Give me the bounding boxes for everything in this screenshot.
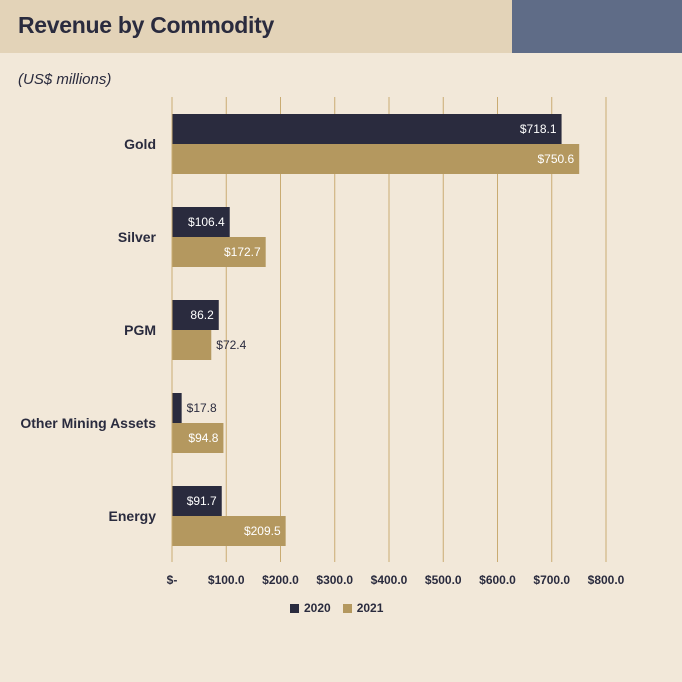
bar-2021-other-mining-assets [172,423,224,453]
x-tick-label: $- [167,573,178,587]
legend-item-2021: 2021 [342,601,384,615]
data-label: $209.5 [244,524,281,538]
bar-2020-energy [172,486,222,516]
legend-swatch-2020 [290,603,299,613]
category-label: Silver [118,229,157,245]
x-tick-label: $500.0 [425,573,462,587]
data-label: $172.7 [224,245,261,259]
bar-2021-gold [172,144,580,174]
title-accent-block [512,0,682,53]
chart-title: Revenue by Commodity [18,12,274,38]
x-tick-label: $800.0 [588,573,625,587]
category-label: PGM [124,322,156,338]
chart-subtitle: (US$ millions) [18,71,112,88]
data-label: $91.7 [187,494,217,508]
category-label: Other Mining Assets [20,415,156,431]
bar-2020-pgm [172,300,219,330]
x-tick-label: $100.0 [208,573,245,587]
title-band [0,0,512,53]
category-label: Gold [124,136,156,152]
data-label: 86.2 [190,308,214,322]
legend-swatch-2021 [342,603,352,613]
bar-2021-pgm [172,330,212,360]
x-tick-label: $300.0 [316,573,353,587]
x-tick-label: $700.0 [533,573,570,587]
bar-2020-silver [172,207,230,237]
bar-2021-energy [172,516,286,546]
legend-label-2021: 2021 [356,601,384,615]
data-label: $72.4 [216,338,246,352]
bar-2020-other-mining-assets [172,393,182,423]
data-label: $106.4 [188,215,225,229]
x-tick-label: $400.0 [371,573,408,587]
x-tick-label: $600.0 [479,573,516,587]
x-tick-label: $200.0 [262,573,299,587]
legend-label-2020: 2020 [304,601,331,615]
data-label: $94.8 [188,431,218,445]
data-label: $718.1 [520,122,557,136]
data-label: $17.8 [187,401,217,415]
category-label: Energy [109,508,157,524]
chart-legend: 2020 2021 [290,601,389,615]
bar-2021-silver [172,237,266,267]
legend-item-2020: 2020 [290,601,331,615]
bar-2020-gold [172,114,562,144]
data-label: $750.6 [537,152,574,166]
